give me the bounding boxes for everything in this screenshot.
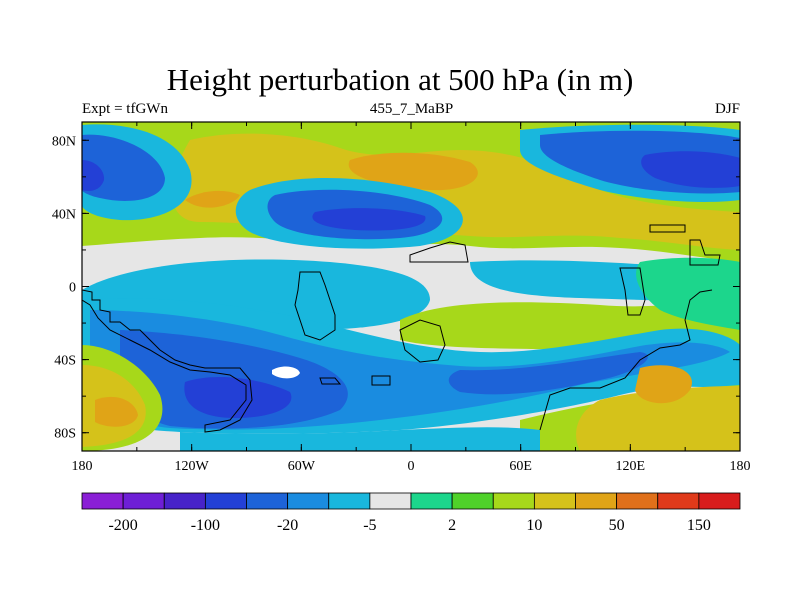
colorbar-label: 10 — [526, 517, 542, 534]
colorbar-swatch — [123, 493, 164, 509]
x-tick-label: 180 — [72, 459, 93, 474]
x-tick-label: 120E — [616, 459, 646, 474]
colorbar-label: 2 — [448, 517, 456, 534]
colorbar-swatch — [658, 493, 699, 509]
colorbar-label: 150 — [687, 517, 711, 534]
x-tick-label: 120W — [175, 459, 210, 474]
colorbar-label: -5 — [363, 517, 376, 534]
colorbar-swatch — [82, 493, 123, 509]
colorbar-swatch — [205, 493, 246, 509]
y-tick-label: 80N — [52, 134, 76, 149]
x-tick-label: 180 — [730, 459, 751, 474]
colorbar-label: 50 — [609, 517, 625, 534]
height-field — [82, 122, 740, 451]
y-axis-labels: 80N 40N 0 40S 80S — [52, 134, 76, 441]
x-tick-label: 60E — [509, 459, 532, 474]
colorbar-swatch — [452, 493, 493, 509]
x-axis-labels: 180 120W 60W 0 60E 120E 180 — [72, 459, 751, 474]
y-tick-label: 40S — [54, 354, 76, 369]
colorbar-labels: -200 -100 -20 -5 2 10 50 150 — [108, 517, 710, 534]
colorbar-label: -200 — [108, 517, 137, 534]
colorbar-label: -100 — [191, 517, 220, 534]
colorbar-swatch — [617, 493, 658, 509]
colorbar-swatch — [534, 493, 575, 509]
colorbar-swatch — [164, 493, 205, 509]
colorbar-swatch — [493, 493, 534, 509]
colorbar-label: -20 — [277, 517, 298, 534]
y-tick-label: 40N — [52, 207, 76, 222]
colorbar — [82, 493, 740, 509]
x-tick-label: 0 — [408, 459, 415, 474]
colorbar-swatch — [411, 493, 452, 509]
colorbar-swatch — [370, 493, 411, 509]
y-tick-label: 80S — [54, 427, 76, 442]
y-tick-label: 0 — [69, 281, 76, 296]
colorbar-swatch — [247, 493, 288, 509]
colorbar-swatch — [288, 493, 329, 509]
colorbar-swatch — [576, 493, 617, 509]
colorbar-swatch — [329, 493, 370, 509]
colorbar-swatch — [699, 493, 740, 509]
x-tick-label: 60W — [288, 459, 316, 474]
